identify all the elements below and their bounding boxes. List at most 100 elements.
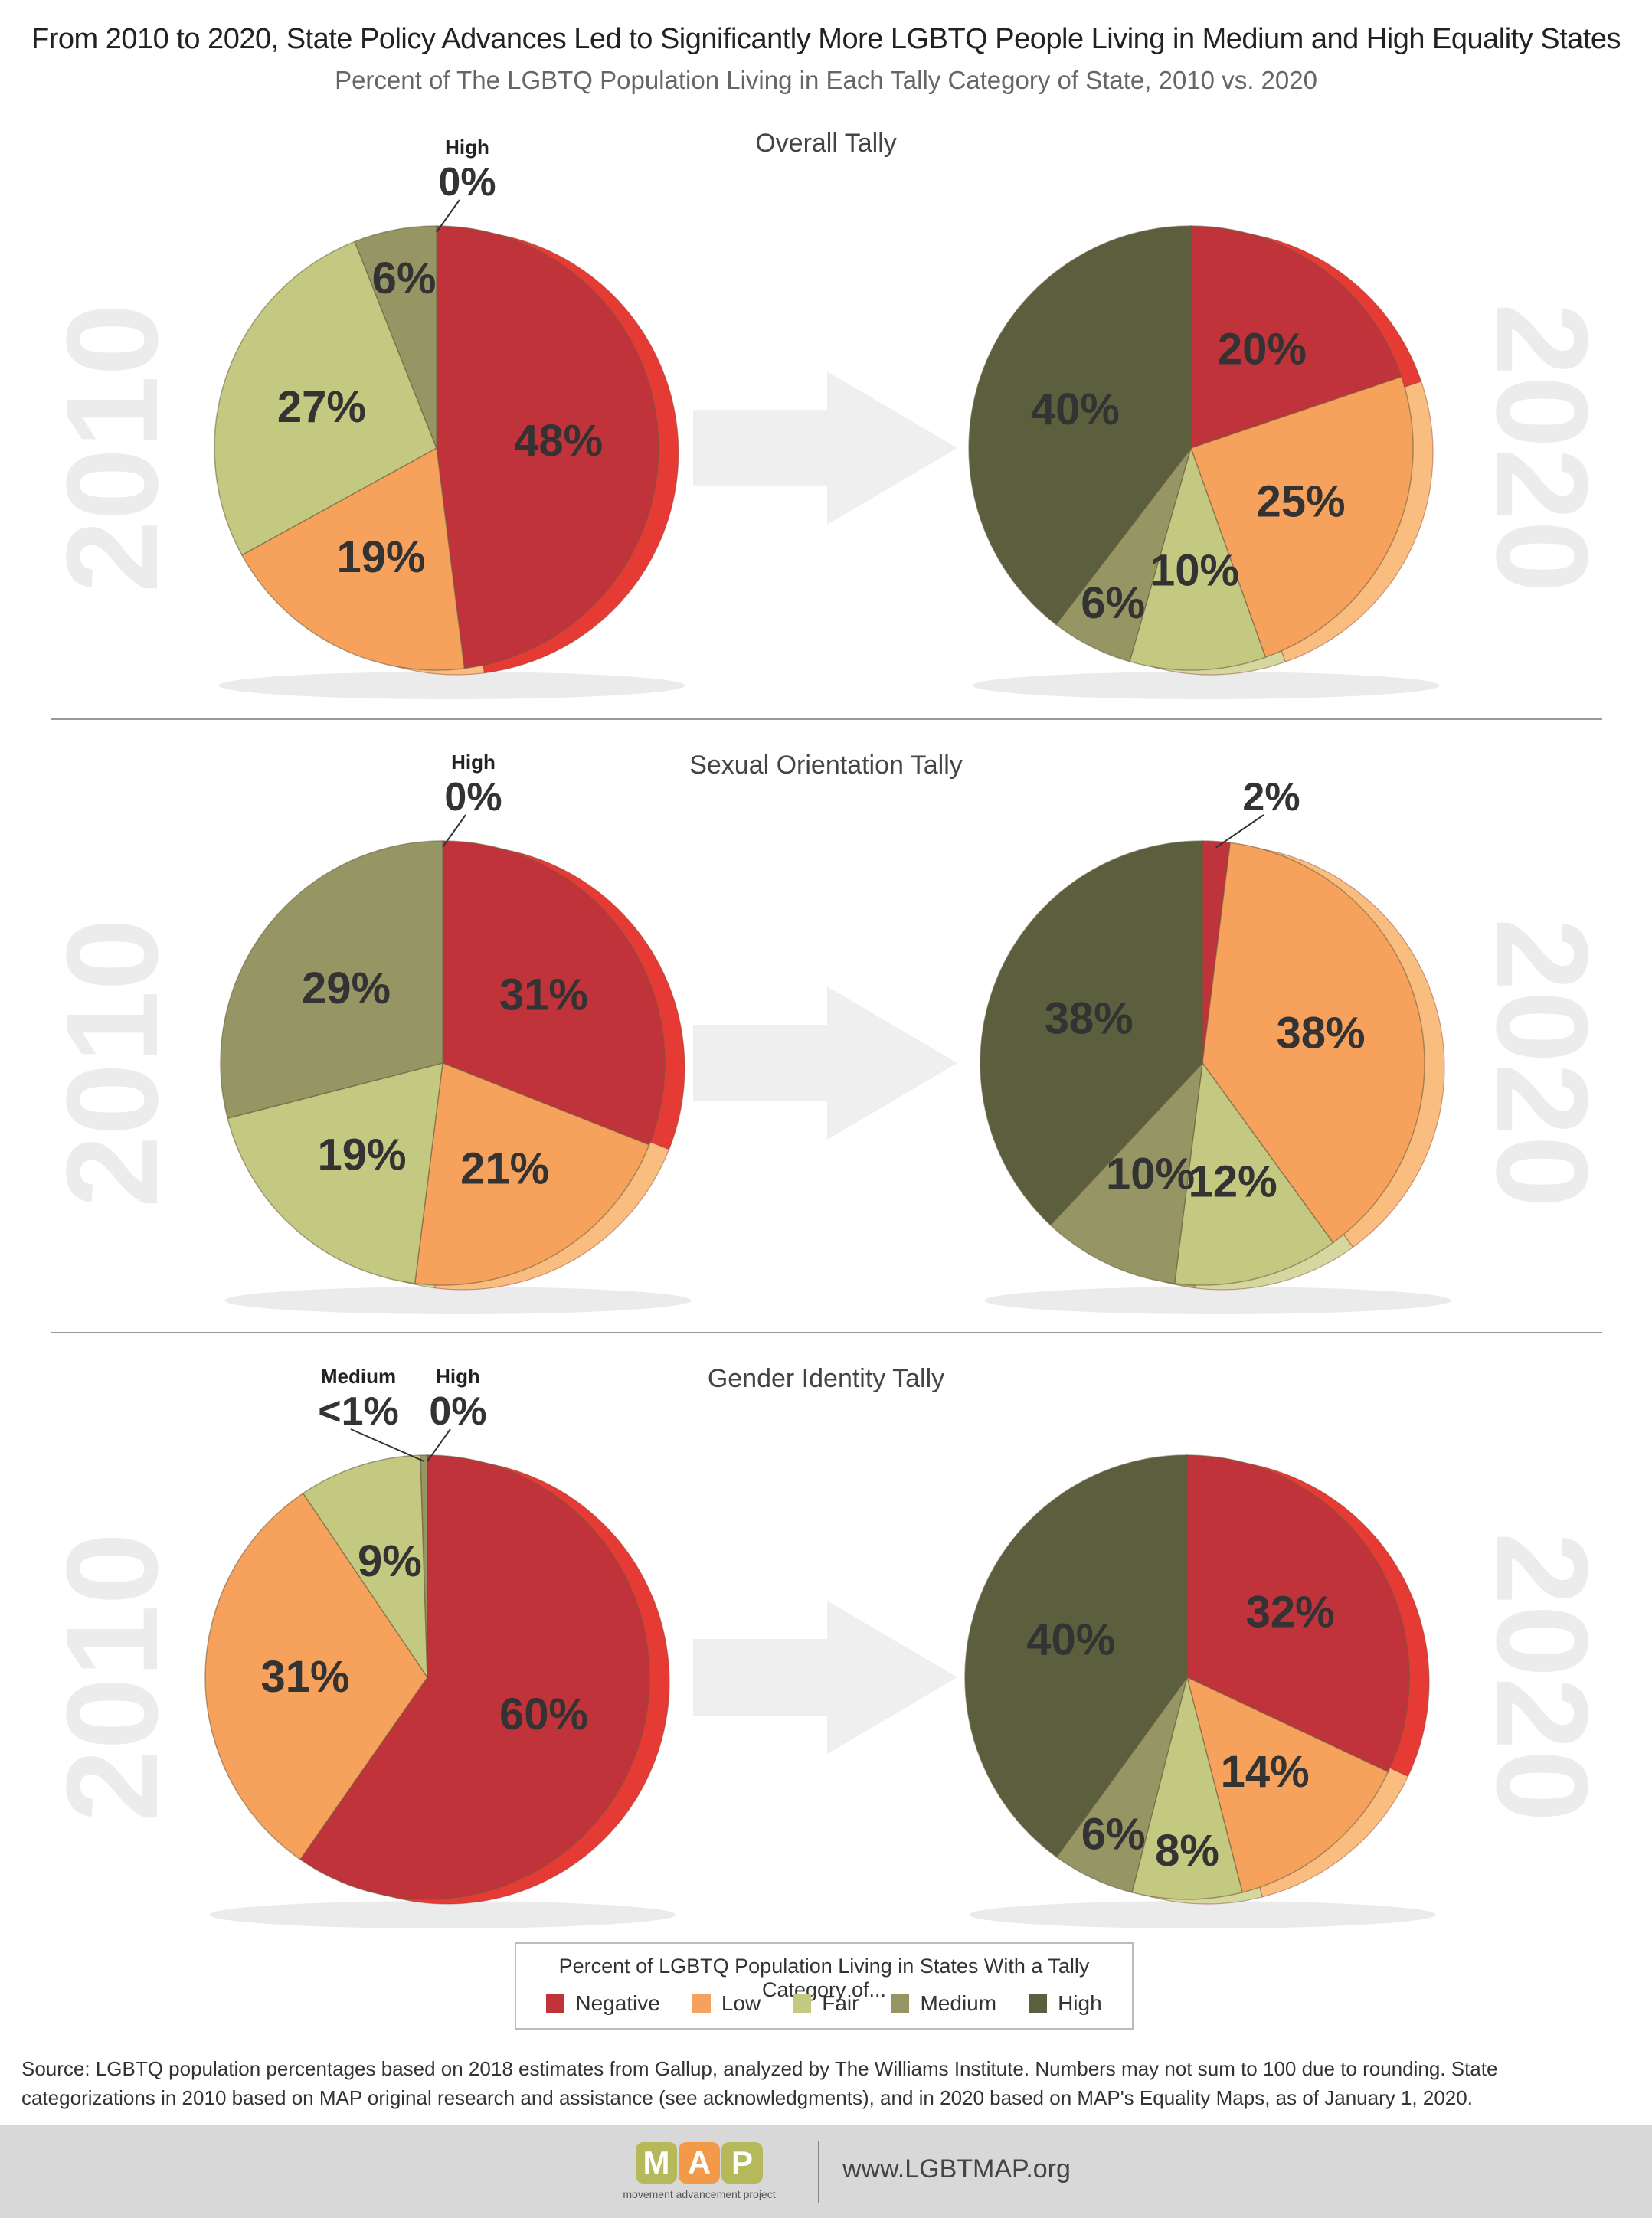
panel-title-gender-identity: Gender Identity Tally <box>707 1364 945 1393</box>
legend-label: High <box>1058 1991 1102 2015</box>
pie-label-negative: 60% <box>499 1690 588 1739</box>
pie-slice-low <box>204 1492 428 1860</box>
logo-letter: M <box>636 2142 677 2184</box>
pie-sexual-orientation-tally-2020: 38% 12%10% 38% 2% <box>980 775 1451 1314</box>
pie-label-high: 40% <box>1031 384 1120 434</box>
source-note: Source: LGBTQ population percentages bas… <box>21 2057 1498 2109</box>
pie-label-low: 21% <box>460 1143 549 1193</box>
pie-slice-fair <box>1173 1062 1334 1286</box>
legend-item-high: High <box>1029 1991 1102 2016</box>
pie-slice-negative <box>1190 225 1402 450</box>
callout-leader-line <box>350 1428 425 1462</box>
pie-label-low: 25% <box>1257 477 1346 527</box>
pie-label-high: 38% <box>1045 993 1134 1043</box>
legend-swatch-medium <box>891 1994 910 2013</box>
pie-slice-medium <box>420 1454 428 1678</box>
logo-letter: P <box>721 2142 763 2184</box>
pie-slice-low <box>240 447 466 671</box>
legend-label: Negative <box>575 1991 660 2015</box>
legend-label: Fair <box>822 1991 859 2015</box>
pie-slice-high <box>968 225 1192 626</box>
callout-name: Medium <box>321 1365 396 1388</box>
legend-item-negative: Negative <box>546 1991 660 2016</box>
pie-slice-fair <box>227 1062 443 1284</box>
year-watermark-2020: 2020 <box>1469 918 1614 1208</box>
pie-label-low: 14% <box>1221 1747 1310 1797</box>
pie-label-fair: 12% <box>1189 1157 1277 1207</box>
pie-label-fair: 27% <box>277 382 366 432</box>
pie-label-negative: 32% <box>1246 1588 1335 1637</box>
pie-slice-fair <box>302 1454 428 1680</box>
page-subtitle: Percent of The LGBTQ Population Living i… <box>335 66 1317 94</box>
pie-label-medium: 29% <box>302 963 391 1013</box>
callout-name: High <box>445 136 489 159</box>
pie-slice-low <box>1202 842 1425 1244</box>
legend-item-fair: Fair <box>793 1991 859 2016</box>
year-watermark-2010: 2010 <box>40 1533 185 1822</box>
pie-slice-medium <box>220 840 443 1120</box>
pie-slice-fair <box>1130 1677 1244 1900</box>
pie-slice-negative <box>1186 1454 1410 1773</box>
pie-gender-identity-tally-2020: 32% 14%8%6% 40% <box>964 1454 1436 1928</box>
footer: M A P movement advancement project www.L… <box>0 2125 1652 2218</box>
footer-url-link[interactable]: www.LGBTMAP.org <box>842 2154 1071 2184</box>
panel-divider <box>51 1332 1602 1333</box>
callout-label: 0% <box>438 160 496 204</box>
year-watermark-2020: 2020 <box>1469 303 1614 593</box>
pie-label-negative: 31% <box>499 970 588 1019</box>
transition-arrow <box>693 371 957 525</box>
pie-shadow <box>969 1901 1436 1928</box>
pie-slice-low <box>1186 1676 1389 1893</box>
pie-label-low: 38% <box>1276 1008 1365 1058</box>
pie-slice-medium <box>354 225 437 449</box>
logo-tagline: movement advancement project <box>623 2188 776 2200</box>
legend-items: Negative Low Fair Medium High <box>516 1991 1132 2016</box>
map-logo: M A P movement advancement project <box>596 2142 803 2207</box>
callout-leader-line <box>427 1428 451 1462</box>
legend-label: Medium <box>920 1991 997 2015</box>
logo-letter: A <box>679 2142 720 2184</box>
pie-label-medium: 6% <box>1081 1810 1146 1860</box>
pie-slice-negative <box>299 1454 650 1900</box>
pie-slice-negative <box>442 840 666 1146</box>
pie-slice-fair <box>214 240 437 556</box>
pie-label-low: 31% <box>260 1652 349 1702</box>
logo-letters: M A P <box>636 2142 763 2184</box>
pie-slice-negative <box>436 225 659 669</box>
pie-shadow <box>984 1287 1451 1314</box>
pie-label-fair: 19% <box>317 1130 406 1180</box>
pie-label-medium: 6% <box>1081 578 1145 628</box>
pie-label-low: 19% <box>337 532 426 582</box>
legend-item-low: Low <box>692 1991 761 2016</box>
pie-slice-fair <box>1128 446 1267 671</box>
pie-shadow <box>224 1287 692 1314</box>
pie-slice-low <box>414 1062 650 1286</box>
callout-name: High <box>436 1365 480 1388</box>
legend-swatch-low <box>692 1994 711 2013</box>
pie-overall-tally-2020: 20% 25% 10%6% 40% <box>968 225 1440 699</box>
page-title: From 2010 to 2020, State Policy Advances… <box>31 23 1621 55</box>
legend-title: Percent of LGBTQ Population Living in St… <box>558 1955 1090 2001</box>
pie-label-fair: 9% <box>358 1536 422 1586</box>
pie-label-high: 40% <box>1026 1615 1115 1665</box>
pie-label-fair: 10% <box>1150 545 1239 595</box>
pie-label-negative: 48% <box>514 416 603 466</box>
pie-shadow <box>209 1901 676 1928</box>
legend-swatch-high <box>1029 1994 1048 2013</box>
year-watermark-2010: 2010 <box>40 918 185 1208</box>
legend-label: Low <box>721 1991 761 2015</box>
legend-swatch-fair <box>793 1994 812 2013</box>
pie-slice-medium <box>1049 1061 1204 1284</box>
legend-item-medium: Medium <box>891 1991 996 2016</box>
pie-slice-high <box>964 1454 1188 1858</box>
callout-label: <1% <box>318 1389 399 1434</box>
callout-leader-line <box>442 814 466 848</box>
callout-label: 0% <box>444 775 502 819</box>
callout-leader-line <box>436 199 460 233</box>
pie-shadow <box>973 672 1440 699</box>
callout-leader-line <box>1215 814 1264 849</box>
pie-slice-high <box>980 840 1203 1226</box>
